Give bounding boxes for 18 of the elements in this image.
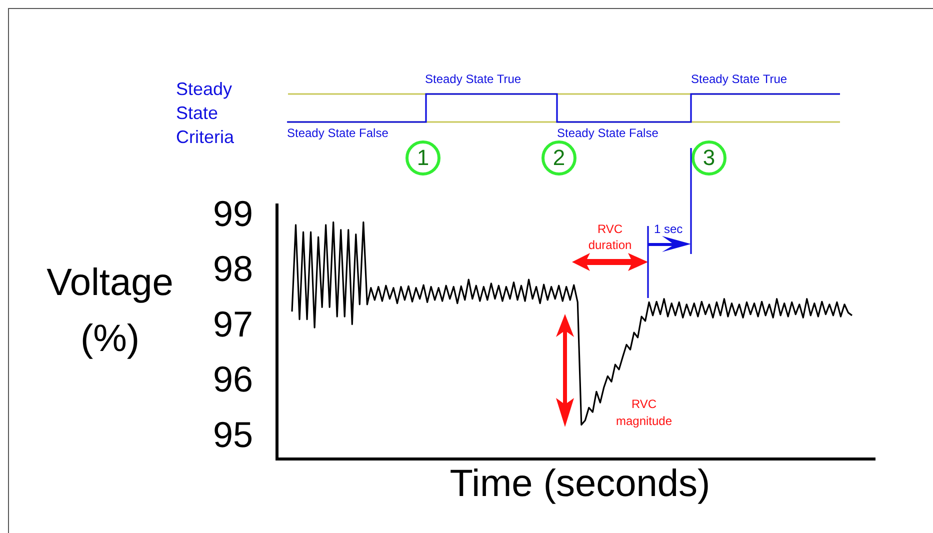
x-axis-title: Time (seconds) [450, 462, 710, 507]
text: Steady State True [425, 72, 522, 86]
y-tick-label: 96 [212, 358, 253, 400]
annotation: RVC duration [587, 221, 633, 253]
y-axis-title: Voltage (%) [46, 261, 174, 362]
text: 2 [552, 144, 566, 172]
y-tick-label: 97 [212, 303, 253, 344]
text: 3 [702, 144, 716, 172]
text: Steady State Criteria [176, 78, 236, 149]
annotation: 1 sec [654, 222, 683, 236]
text: Steady State True [691, 72, 788, 86]
y-tick-label: 95 [212, 414, 253, 455]
text: 1 [416, 144, 430, 172]
y-tick-label: 99 [212, 192, 253, 234]
annotation: RVC magnitude [614, 396, 674, 430]
text: Steady State False [287, 126, 388, 140]
text: Steady State False [557, 126, 658, 140]
y-tick-label: 98 [212, 248, 253, 290]
